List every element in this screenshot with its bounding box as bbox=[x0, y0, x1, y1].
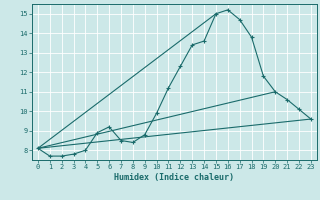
X-axis label: Humidex (Indice chaleur): Humidex (Indice chaleur) bbox=[115, 173, 234, 182]
